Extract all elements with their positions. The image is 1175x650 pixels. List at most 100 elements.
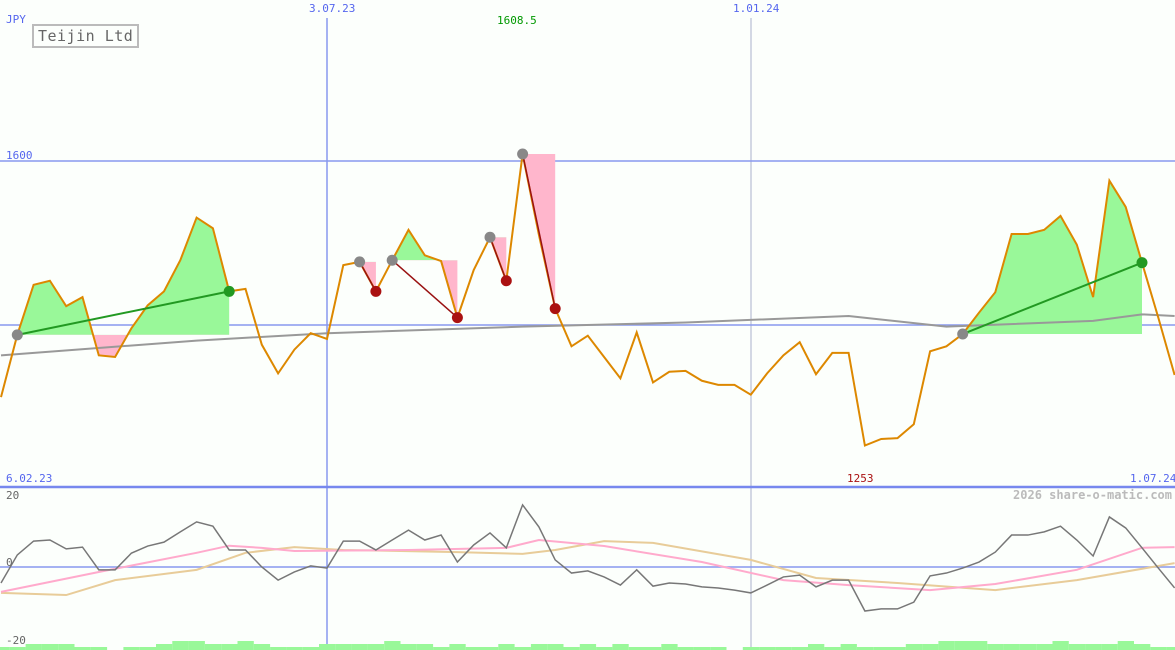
- volume-bar: [922, 644, 939, 650]
- signal-line: [391, 259, 458, 319]
- volume-bar: [661, 644, 678, 650]
- x-tick-label: 6.02.23: [6, 472, 53, 485]
- volume-bar: [74, 647, 91, 650]
- signal-line: [962, 261, 1143, 335]
- volume-bar: [645, 647, 662, 650]
- volume-bar: [1150, 647, 1167, 650]
- entry-marker: [957, 328, 969, 340]
- volume-bar: [710, 647, 727, 650]
- volume-bar: [433, 647, 450, 650]
- entry-marker: [354, 256, 366, 268]
- watermark: 2026 share-o-matic.com: [1013, 488, 1172, 502]
- exit-marker: [500, 275, 512, 287]
- volume-bar: [1003, 644, 1020, 650]
- max-price-label: 1608.5: [497, 14, 537, 27]
- volume-bar: [1117, 641, 1134, 650]
- volume-bar: [1052, 641, 1069, 650]
- volume-bar: [742, 647, 760, 650]
- volume-bar: [302, 647, 319, 650]
- osc-tick-label: 20: [6, 489, 20, 502]
- x-tick-label: 1.01.24: [733, 2, 780, 15]
- loss-fill: [392, 260, 458, 318]
- volume-bar: [514, 647, 531, 650]
- volume-bar: [253, 644, 271, 650]
- volume-bar: [612, 644, 629, 650]
- volume-bar: [221, 644, 238, 650]
- volume-bar: [9, 647, 26, 650]
- exit-marker: [1136, 257, 1148, 269]
- volume-bar: [482, 647, 499, 650]
- volume-bar: [1019, 644, 1037, 650]
- volume-bar: [824, 647, 841, 650]
- volume-bar: [579, 644, 597, 650]
- loss-fill: [17, 334, 230, 357]
- volume-bar: [1134, 644, 1151, 650]
- volume-bar: [938, 641, 955, 650]
- volume-bar: [58, 644, 75, 650]
- volume-bar: [856, 647, 874, 650]
- gain-fill: [17, 217, 230, 335]
- exit-marker: [370, 285, 382, 297]
- volume-bar: [319, 644, 336, 650]
- volume-bar: [1036, 644, 1053, 650]
- x-tick-label: 3.07.23: [309, 2, 356, 15]
- volume-bar: [90, 647, 108, 650]
- signal-fast-line: [0, 539, 1175, 593]
- volume-bar: [693, 647, 711, 650]
- volume-bar: [416, 644, 434, 650]
- volume-bar: [139, 647, 156, 650]
- volume-bar: [873, 647, 890, 650]
- volume-bar: [677, 647, 694, 650]
- volume-bar: [384, 641, 401, 650]
- exit-marker: [549, 303, 561, 315]
- volume-bar: [971, 641, 988, 650]
- x-tick-label: 1.07.24: [1130, 472, 1175, 485]
- entry-marker: [484, 231, 496, 243]
- volume-bar: [156, 644, 173, 650]
- exit-marker: [451, 312, 463, 324]
- volume-bar: [204, 644, 222, 650]
- min-price-label: 1253: [847, 472, 874, 485]
- gain-fill: [392, 229, 458, 261]
- volume-bar: [41, 644, 59, 650]
- volume-bar: [123, 647, 140, 650]
- volume-bar: [889, 647, 906, 650]
- volume-bar: [237, 641, 254, 650]
- volume-bar: [775, 647, 792, 650]
- signal-line: [358, 261, 377, 292]
- volume-bar: [25, 644, 42, 650]
- volume-bar: [188, 641, 205, 650]
- volume-bar: [400, 644, 417, 650]
- volume-bar: [172, 641, 189, 650]
- gain-fill: [962, 180, 1142, 335]
- volume-bar: [498, 644, 515, 650]
- volume-bar: [1101, 644, 1118, 650]
- volume-bar: [905, 644, 923, 650]
- volume-bar: [286, 647, 303, 650]
- y-tick-label: 1600: [6, 149, 33, 162]
- volume-bar: [335, 644, 352, 650]
- volume-bar: [808, 644, 825, 650]
- volume-bar: [954, 641, 971, 650]
- entry-marker: [517, 148, 529, 160]
- entry-marker: [11, 329, 23, 341]
- price-line: [0, 153, 1175, 447]
- volume-bar: [1068, 644, 1086, 650]
- volume-bar: [367, 644, 385, 650]
- signal-line: [489, 236, 508, 281]
- volume-bar: [1085, 644, 1102, 650]
- signal-slow-line: [0, 540, 1175, 597]
- volume-bar: [351, 644, 368, 650]
- volume-bar: [563, 647, 580, 650]
- volume-bar: [840, 644, 857, 650]
- volume-bar: [270, 647, 287, 650]
- osc-tick-label: -20: [6, 634, 26, 647]
- chart-title: Teijin Ltd: [32, 24, 140, 48]
- volume-bar: [791, 647, 808, 650]
- volume-bar: [547, 644, 564, 650]
- volume-bar: [987, 644, 1004, 650]
- volume-bar: [530, 644, 548, 650]
- volume-bar: [449, 644, 466, 650]
- osc-tick-label: 0: [6, 556, 13, 569]
- volume-bar: [759, 647, 776, 650]
